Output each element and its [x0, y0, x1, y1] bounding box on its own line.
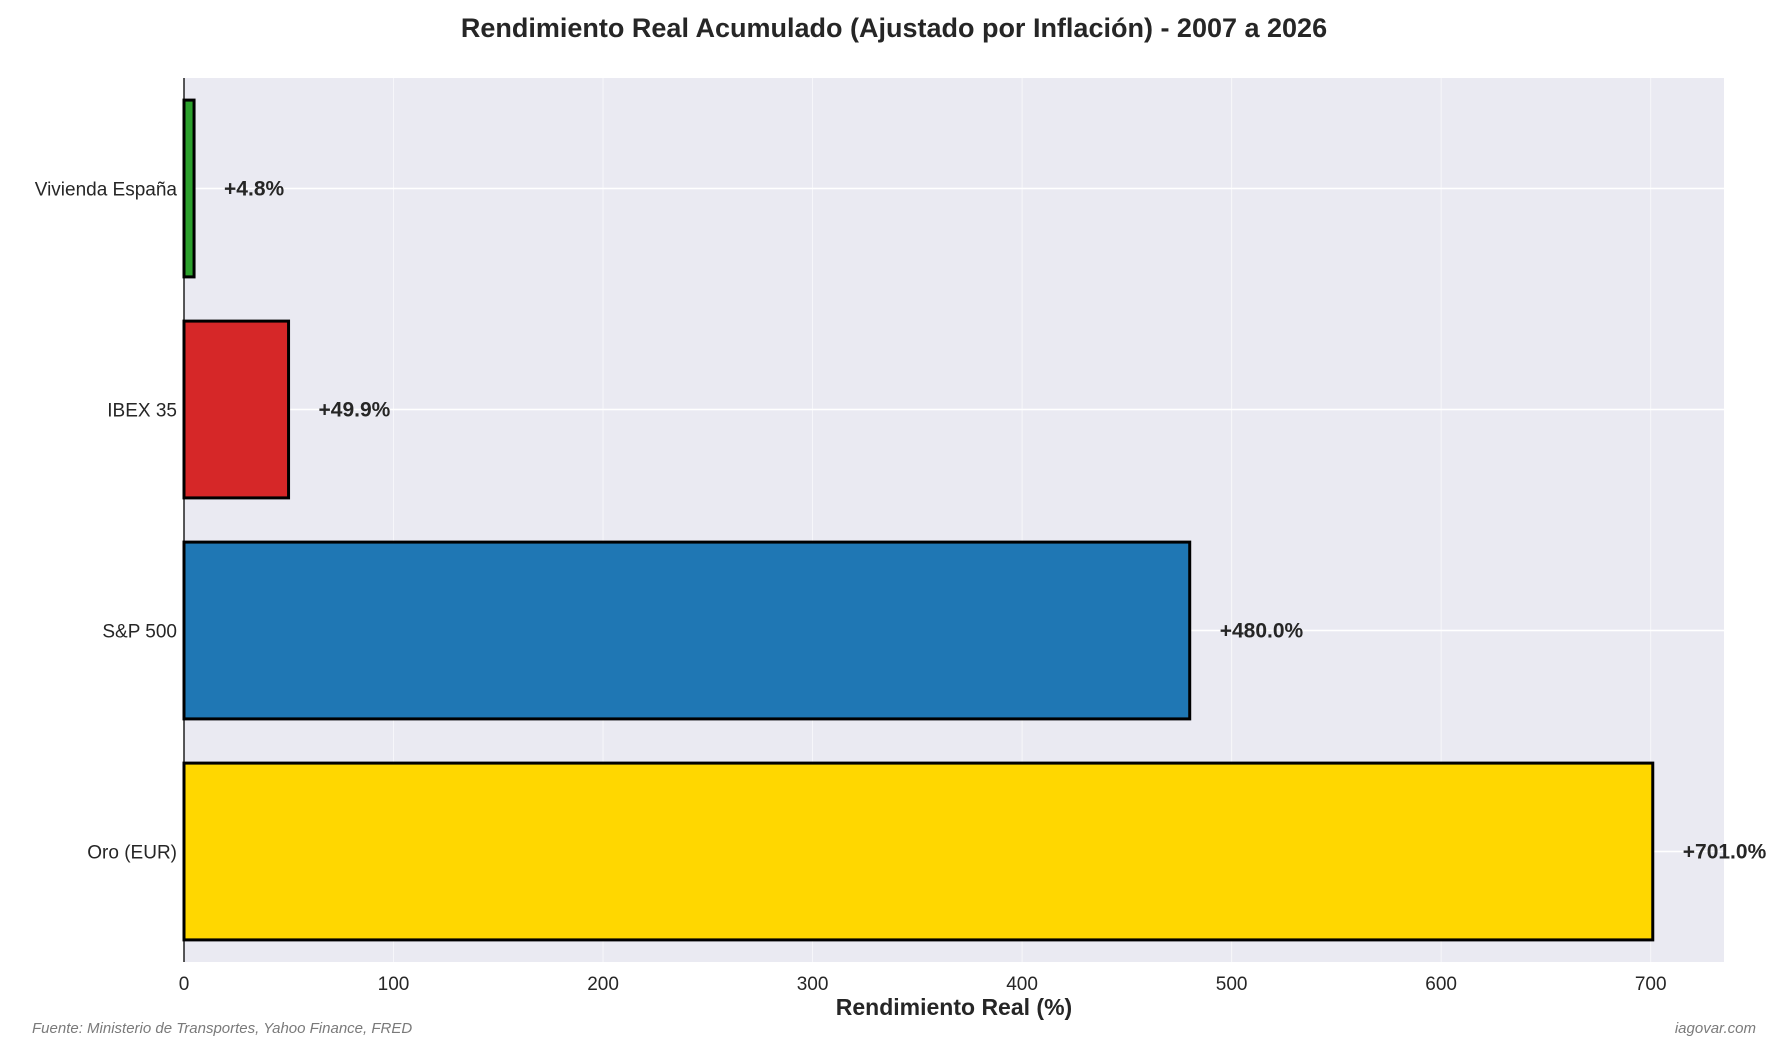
bar-3 [182, 98, 196, 279]
y-tick-label-3: Vivienda España [35, 180, 178, 201]
footer-credit: iagovar.com [1675, 1020, 1756, 1037]
data-labels: +701.0% +480.0% +49.9% +4.8% [224, 178, 1767, 864]
y-tick-label-1: S&P 500 [102, 622, 177, 643]
x-tick-label-1: 100 [378, 974, 410, 995]
y-tick-label-2: IBEX 35 [107, 401, 177, 422]
bar-0 [182, 761, 1655, 942]
bars [182, 98, 1655, 942]
x-tick-label-3: 300 [797, 974, 829, 995]
y-tick-labels: Oro (EUR) S&P 500 IBEX 35 Vivienda España [35, 180, 178, 864]
x-tick-label-6: 600 [1425, 974, 1457, 995]
x-tick-label-2: 200 [587, 974, 619, 995]
data-label-2: +49.9% [319, 399, 391, 422]
x-axis-label: Rendimiento Real (%) [836, 994, 1072, 1020]
y-tick-label-0: Oro (EUR) [87, 843, 177, 864]
data-label-1: +480.0% [1220, 620, 1304, 643]
x-tick-label-0: 0 [179, 974, 190, 995]
data-label-3: +4.8% [224, 178, 284, 201]
x-tick-label-7: 700 [1635, 974, 1667, 995]
bar-2 [182, 319, 291, 500]
data-label-0: +701.0% [1683, 841, 1767, 864]
x-tick-label-5: 500 [1216, 974, 1248, 995]
chart-title: Rendimiento Real Acumulado (Ajustado por… [461, 13, 1327, 43]
x-tick-labels: 0 100 200 300 400 500 600 700 [179, 974, 1667, 995]
x-tick-label-4: 400 [1006, 974, 1038, 995]
footer-source: Fuente: Ministerio de Transportes, Yahoo… [32, 1020, 412, 1037]
bar-1 [182, 540, 1192, 721]
